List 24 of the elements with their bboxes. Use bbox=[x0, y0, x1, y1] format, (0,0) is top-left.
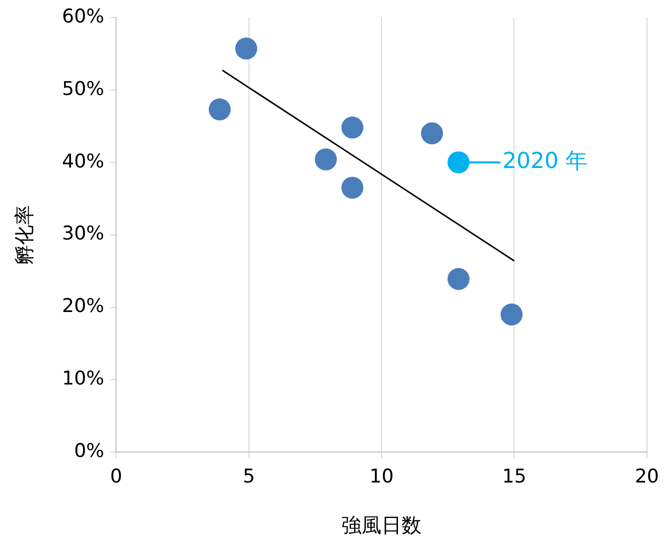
y-tick-label: 50% bbox=[62, 78, 104, 100]
y-axis-title: 孵化率 bbox=[12, 204, 36, 265]
y-tick-label: 60% bbox=[62, 5, 104, 28]
point bbox=[208, 98, 231, 120]
point bbox=[448, 268, 470, 290]
point bbox=[500, 304, 523, 326]
x-tick-label: 5 bbox=[242, 466, 255, 488]
x-tick-label: 20 bbox=[634, 466, 660, 488]
y-tick-label: 10% bbox=[62, 368, 104, 390]
y-tick-label: 40% bbox=[62, 150, 104, 172]
annotation: 2020 年 bbox=[502, 149, 588, 174]
x-tick-label: 0 bbox=[110, 466, 122, 488]
x-tick-label: 15 bbox=[502, 466, 526, 488]
y-tick-label: 30% bbox=[62, 222, 104, 245]
x-tick-label: 10 bbox=[369, 466, 394, 488]
point bbox=[448, 151, 470, 174]
y-tick-label: 20% bbox=[62, 295, 104, 318]
point bbox=[341, 176, 364, 199]
point bbox=[235, 38, 258, 60]
y-tick-label: 0% bbox=[74, 440, 104, 462]
point bbox=[314, 148, 337, 170]
point bbox=[341, 116, 364, 139]
point bbox=[420, 122, 443, 144]
x-axis-title: 強風日数 bbox=[342, 513, 422, 538]
